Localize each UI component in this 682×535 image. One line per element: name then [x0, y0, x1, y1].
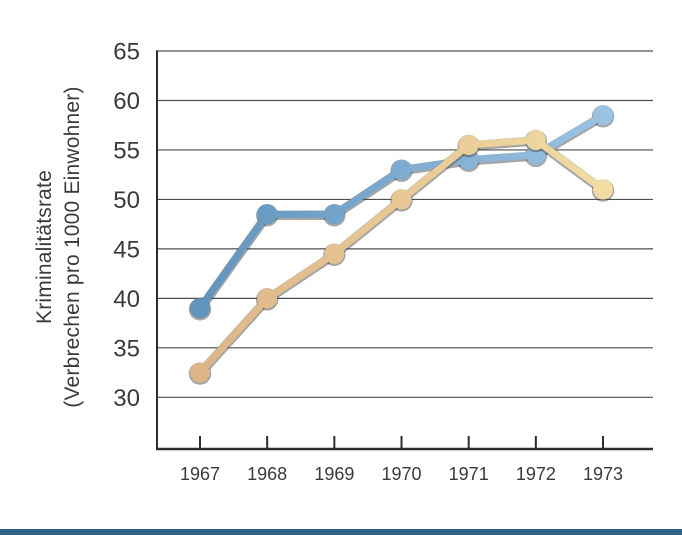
x-tick-label: 1970	[381, 464, 421, 484]
x-tick-label: 1969	[314, 464, 354, 484]
y-tick-label: 60	[113, 88, 140, 115]
y-tick-label: 65	[113, 39, 140, 66]
x-tick-label: 1971	[449, 464, 489, 484]
footer-accent-bar	[0, 529, 682, 535]
y-tick-label: 55	[113, 137, 140, 164]
x-tick-label: 1972	[516, 464, 556, 484]
series-tan-marker-1970	[391, 189, 412, 210]
y-tick-label: 40	[113, 286, 140, 313]
series-blue-marker-1970	[391, 159, 412, 180]
series-tan-marker-1971	[458, 134, 479, 155]
series-blue-marker-1968	[257, 204, 278, 225]
y-tick-label: 35	[113, 335, 140, 362]
series-tan-marker-1972	[525, 130, 546, 151]
series-tan-marker-1969	[324, 243, 345, 264]
y-tick-label: 30	[113, 385, 140, 412]
series-tan-marker-1973	[593, 179, 614, 200]
series-blue-marker-1969	[324, 204, 345, 225]
series-blue-marker-1967	[190, 298, 210, 319]
series-blue-marker-1973	[593, 105, 614, 126]
x-tick-label: 1968	[247, 464, 287, 484]
y-tick-label: 45	[113, 236, 140, 263]
series-tan-marker-1968	[257, 288, 278, 309]
x-tick-label: 1973	[583, 464, 623, 484]
y-tick-label: 50	[113, 187, 140, 214]
x-tick-label: 1967	[180, 464, 220, 484]
series-tan-marker-1967	[190, 362, 210, 383]
